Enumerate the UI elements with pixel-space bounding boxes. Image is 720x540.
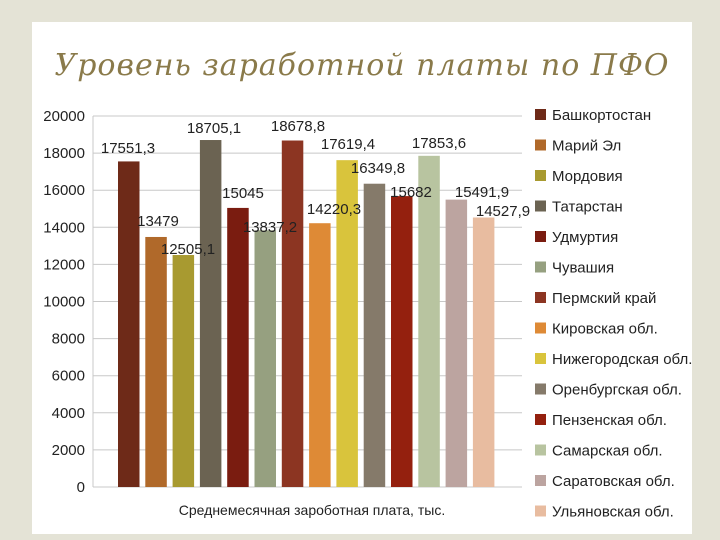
bar bbox=[227, 207, 249, 487]
data-label: 14527,9 bbox=[476, 203, 530, 220]
legend-swatch bbox=[535, 505, 546, 517]
legend-label: Пензенская обл. bbox=[552, 412, 667, 429]
y-tick-label: 10000 bbox=[43, 294, 85, 311]
legend-label: Самарская обл. bbox=[552, 443, 663, 460]
bar bbox=[336, 160, 358, 487]
data-label: 13479 bbox=[137, 213, 179, 230]
bar bbox=[118, 161, 140, 487]
bar bbox=[309, 223, 331, 487]
legend-label: Чувашия bbox=[552, 260, 614, 277]
data-label: 18678,8 bbox=[271, 118, 325, 135]
data-label: 17619,4 bbox=[321, 136, 375, 153]
legend-label: Нижегородская обл. bbox=[552, 351, 692, 368]
bars bbox=[118, 140, 495, 488]
legend-swatch bbox=[535, 475, 546, 486]
slide-panel: Уровень заработной платы по ПФО bbox=[32, 22, 692, 534]
slide-title: Уровень заработной платы по ПФО bbox=[54, 48, 670, 83]
y-axis: 0 2000 4000 6000 8000 10000 12000 14000 16000 180… bbox=[43, 108, 94, 496]
legend-label: Башкортостан bbox=[552, 107, 651, 124]
legend-label: Марий Эл bbox=[552, 138, 621, 155]
legend-swatch bbox=[535, 139, 546, 151]
legend-swatch bbox=[535, 200, 546, 212]
x-axis-label: Среднемесячная зароботная плата, тыс. bbox=[179, 502, 445, 518]
legend-swatch bbox=[535, 231, 546, 242]
y-tick-label: 4000 bbox=[52, 405, 85, 422]
bar bbox=[199, 140, 222, 488]
legend-label: Ульяновская обл. bbox=[552, 504, 674, 521]
data-label: 15491,9 bbox=[455, 184, 509, 201]
bar bbox=[281, 140, 304, 488]
bar bbox=[418, 155, 440, 487]
data-label: 18705,1 bbox=[187, 120, 241, 137]
bar bbox=[254, 230, 276, 487]
legend-label: Оренбургская обл. bbox=[552, 382, 682, 399]
legend-swatch bbox=[535, 322, 546, 334]
legend-swatch bbox=[535, 414, 546, 425]
legend-swatch bbox=[535, 109, 546, 120]
y-tick-label: 12000 bbox=[43, 256, 85, 273]
y-tick-label: 20000 bbox=[43, 108, 85, 125]
y-tick-label: 16000 bbox=[43, 182, 85, 199]
legend-label: Саратовская обл. bbox=[552, 473, 675, 490]
legend-swatch bbox=[535, 444, 546, 456]
legend-swatch bbox=[535, 383, 546, 395]
legend-swatch bbox=[535, 170, 546, 181]
y-tick-label: 6000 bbox=[52, 368, 85, 385]
data-labels: 17551,3 13479 12505,1 18705,1 15045 13837,2 18… bbox=[101, 118, 530, 258]
data-label: 17853,6 bbox=[412, 135, 466, 152]
data-label: 12505,1 bbox=[161, 241, 215, 258]
y-tick-label: 2000 bbox=[52, 442, 85, 459]
legend-label: Пермский край bbox=[552, 290, 656, 307]
legend: Башкортостан Марий Эл Мордовия Татарстан Удм… bbox=[535, 107, 692, 521]
legend-label: Мордовия bbox=[552, 168, 623, 185]
legend-swatch bbox=[535, 292, 546, 303]
bar bbox=[445, 199, 468, 488]
legend-label: Татарстан bbox=[552, 199, 623, 216]
bar bbox=[172, 255, 195, 487]
data-label: 16349,8 bbox=[351, 160, 405, 177]
data-label: 15045 bbox=[222, 185, 264, 202]
legend-swatch bbox=[535, 261, 546, 273]
bar bbox=[145, 236, 167, 487]
bar bbox=[391, 196, 413, 487]
y-tick-label: 8000 bbox=[52, 331, 85, 348]
y-tick-label: 0 bbox=[77, 479, 85, 496]
y-tick-label: 14000 bbox=[43, 219, 85, 236]
data-label: 13837,2 bbox=[243, 219, 297, 236]
legend-swatch bbox=[535, 353, 546, 364]
bar bbox=[363, 183, 386, 487]
data-label: 17551,3 bbox=[101, 140, 155, 157]
legend-label: Кировская обл. bbox=[552, 321, 658, 338]
data-label: 15682 bbox=[390, 184, 432, 201]
y-tick-label: 18000 bbox=[43, 145, 85, 162]
bar bbox=[472, 217, 495, 488]
legend-label: Удмуртия bbox=[552, 229, 618, 246]
data-label: 14220,3 bbox=[307, 201, 361, 218]
